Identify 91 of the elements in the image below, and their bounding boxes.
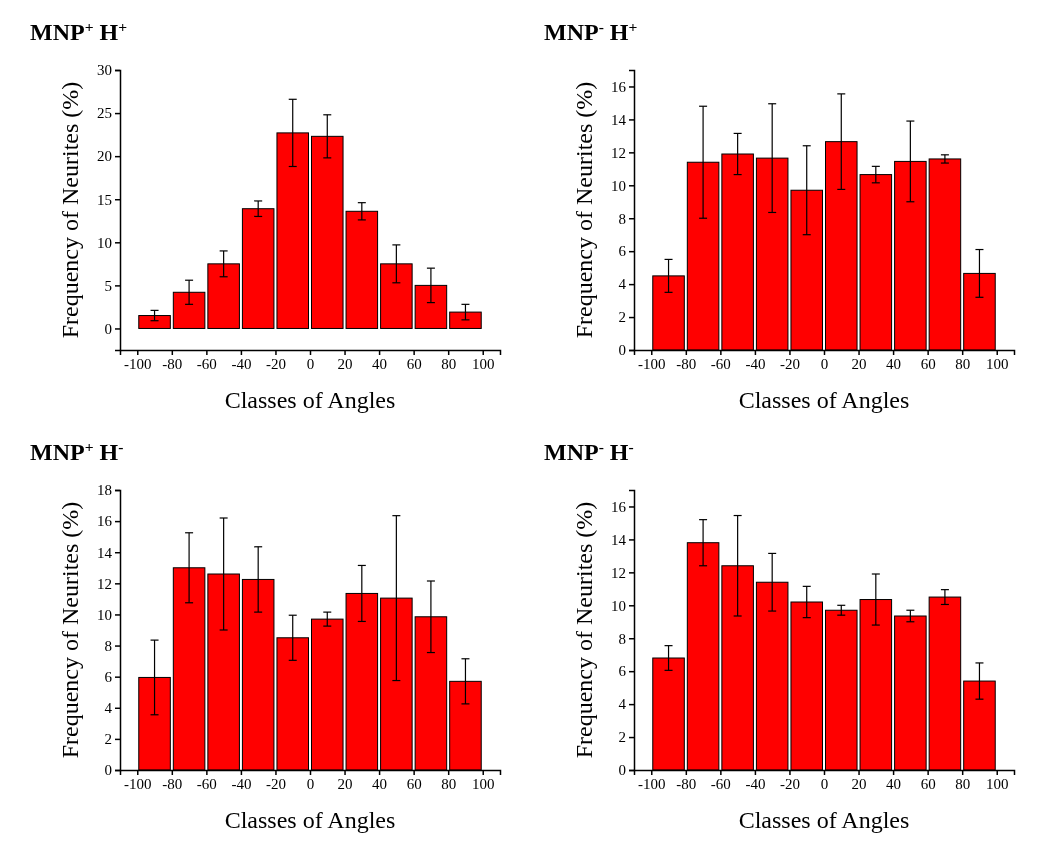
y-tick-label: 2 (104, 731, 112, 748)
x-axis-title: Classes of Angles (224, 807, 396, 833)
chart-title: MNP$^{+}$ H$^{+}$ (30, 17, 128, 45)
chart-title: MNP$^{+}$ H$^{-}$ (30, 437, 124, 465)
x-tick-label: -100 (638, 355, 666, 372)
x-tick-label: 40 (886, 775, 902, 792)
x-tick-label: 40 (886, 355, 902, 372)
y-tick-label: 10 (97, 234, 112, 251)
y-tick-label: 10 (611, 597, 626, 614)
y-tick-label: 2 (618, 309, 626, 326)
y-tick-label: 8 (618, 210, 626, 227)
y-tick-label: 0 (104, 320, 112, 337)
x-tick-label: 100 (471, 775, 495, 792)
x-tick-label: -20 (779, 355, 800, 372)
chart-title: MNP$^{-}$ H$^{-}$ (544, 437, 634, 465)
y-tick-label: 4 (618, 276, 627, 293)
x-tick-label: 80 (955, 355, 971, 372)
x-axis-title: Classes of Angles (738, 807, 910, 833)
x-tick-label: -60 (710, 355, 731, 372)
y-axis-title: Frequency of Neurites (%) (571, 501, 597, 759)
y-axis-title: Frequency of Neurites (%) (571, 81, 597, 339)
x-tick-label: -80 (162, 775, 183, 792)
x-tick-label: 60 (920, 355, 936, 372)
x-tick-label: 20 (337, 775, 353, 792)
x-tick-label: -20 (265, 775, 286, 792)
y-tick-label: 6 (618, 663, 627, 680)
y-tick-label: 20 (97, 148, 112, 165)
x-tick-label: -60 (196, 775, 217, 792)
y-tick-label: 8 (618, 630, 626, 647)
x-tick-label: 60 (920, 775, 936, 792)
y-tick-label: 4 (104, 700, 113, 717)
x-tick-label: 20 (851, 355, 867, 372)
y-axis-title: Frequency of Neurites (%) (57, 501, 83, 759)
y-tick-label: 30 (97, 62, 112, 79)
y-tick-label: 12 (611, 144, 626, 161)
x-tick-label: -40 (231, 775, 252, 792)
y-tick-label: 14 (611, 111, 627, 128)
x-tick-label: 40 (372, 355, 388, 372)
x-tick-label: 0 (306, 775, 315, 792)
x-tick-label: 100 (471, 355, 495, 372)
y-tick-label: 10 (97, 606, 112, 623)
y-tick-label: 2 (618, 729, 626, 746)
y-tick-label: 12 (611, 564, 626, 581)
x-tick-label: 20 (337, 355, 353, 372)
y-tick-label: 18 (97, 482, 112, 499)
x-tick-label: -100 (638, 775, 666, 792)
chart-title: MNP$^{-}$ H$^{+}$ (544, 17, 638, 45)
x-tick-label: -100 (124, 355, 152, 372)
x-tick-label: 0 (820, 775, 829, 792)
y-tick-label: 14 (611, 531, 627, 548)
x-tick-label: 80 (441, 355, 457, 372)
x-tick-label: 0 (820, 355, 829, 372)
x-tick-label: -40 (231, 355, 252, 372)
x-tick-label: 100 (985, 775, 1009, 792)
x-tick-label: 100 (985, 355, 1009, 372)
y-tick-label: 4 (618, 696, 627, 713)
x-tick-label: 0 (306, 355, 315, 372)
y-tick-label: 16 (97, 513, 113, 530)
x-tick-label: -40 (745, 775, 766, 792)
y-tick-label: 6 (104, 668, 113, 685)
x-tick-label: -80 (162, 355, 183, 372)
x-tick-label: 40 (372, 775, 388, 792)
x-tick-label: -60 (710, 775, 731, 792)
x-tick-label: -100 (124, 775, 152, 792)
y-tick-label: 5 (104, 277, 112, 294)
x-tick-label: 60 (406, 355, 422, 372)
y-axis-title: Frequency of Neurites (%) (57, 81, 83, 339)
y-tick-label: 10 (611, 177, 626, 194)
x-axis-title: Classes of Angles (224, 387, 396, 413)
x-tick-label: 20 (851, 775, 867, 792)
x-tick-label: -60 (196, 355, 217, 372)
y-tick-label: 12 (97, 575, 112, 592)
y-tick-label: 0 (104, 762, 112, 779)
x-tick-label: -20 (265, 355, 286, 372)
y-tick-label: 25 (97, 105, 112, 122)
x-tick-label: 80 (441, 775, 457, 792)
y-tick-label: 0 (618, 342, 626, 359)
x-tick-label: -40 (745, 355, 766, 372)
y-tick-label: 16 (611, 498, 627, 515)
y-tick-label: 6 (618, 243, 627, 260)
x-axis-title: Classes of Angles (738, 387, 910, 413)
x-tick-label: -80 (676, 355, 697, 372)
x-tick-label: 60 (406, 775, 422, 792)
y-tick-label: 8 (104, 637, 112, 654)
x-tick-label: -80 (676, 775, 697, 792)
y-tick-label: 15 (97, 191, 112, 208)
y-tick-label: 16 (611, 78, 627, 95)
x-tick-label: 80 (955, 775, 971, 792)
x-tick-label: -20 (779, 775, 800, 792)
y-tick-label: 14 (97, 544, 113, 561)
y-tick-label: 0 (618, 762, 626, 779)
